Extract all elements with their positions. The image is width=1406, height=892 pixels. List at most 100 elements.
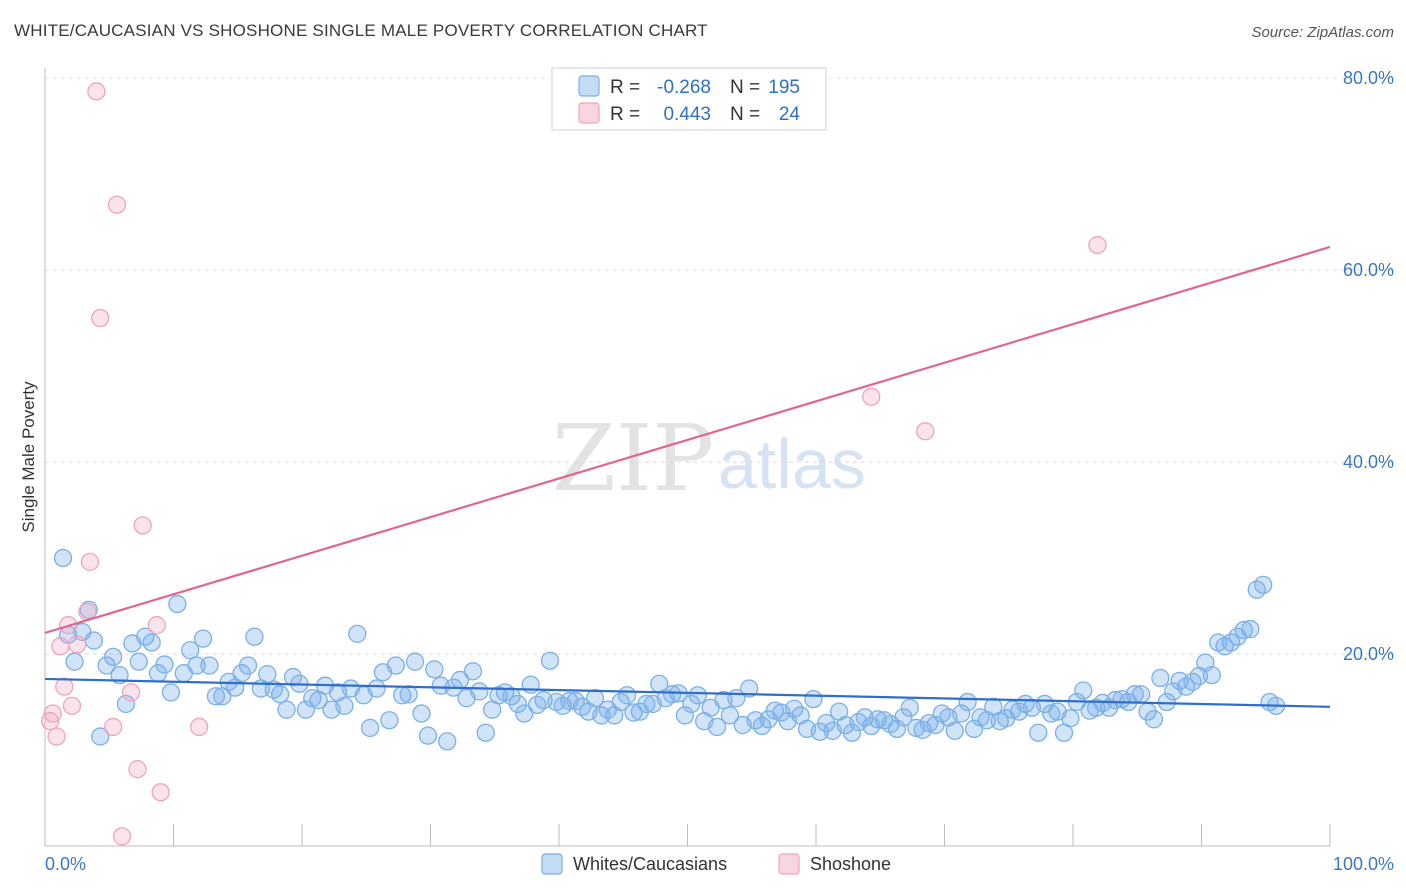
y-tick-label: 40.0% [1343, 452, 1394, 472]
shoshone-point [43, 704, 62, 723]
bottom-legend-label-shoshone: Shoshone [810, 854, 891, 874]
whites-point [380, 711, 399, 730]
whites-point [53, 548, 73, 568]
shoshone-trend-line [44, 245, 1331, 634]
whites-point [611, 692, 630, 712]
whites-point [187, 656, 206, 675]
x-tick-label-max: 100.0% [1333, 854, 1394, 874]
legend-r-value-shoshone: 0.443 [663, 104, 711, 125]
whites-point [155, 655, 174, 674]
whites-point [405, 652, 425, 671]
whites-point [720, 706, 740, 725]
whites-point [919, 713, 939, 733]
y-tick-label: 20.0% [1343, 644, 1394, 664]
shoshone-point [80, 552, 100, 571]
legend-n-value-whites: 195 [768, 77, 800, 98]
whites-point [245, 627, 264, 646]
whites-point [110, 665, 129, 685]
y-axis-label: Single Male Poverty [19, 381, 38, 533]
whites-point [1144, 710, 1164, 729]
whites-point [688, 686, 707, 705]
shoshone-point [1088, 235, 1107, 255]
whites-point [637, 694, 656, 714]
whites-point [193, 629, 213, 648]
whites-point [617, 686, 637, 705]
shoshone-point [147, 616, 166, 635]
whites-point [952, 704, 971, 723]
whites-point [1042, 704, 1061, 723]
whites-point [161, 683, 181, 702]
y-tick-label: 60.0% [1343, 260, 1394, 280]
whites-point [785, 699, 804, 718]
y-tick-labels: 20.0% 40.0% 60.0% 80.0% [1343, 68, 1394, 664]
whites-point [258, 665, 277, 684]
legend-n-value-shoshone: 24 [779, 104, 801, 125]
whites-point [958, 692, 977, 712]
legend-box [551, 67, 827, 131]
whites-point [894, 708, 913, 727]
whites-point [238, 656, 258, 675]
whites-point [1061, 709, 1080, 728]
y-tick-label: 80.0% [1343, 68, 1394, 88]
legend-n-label-shoshone: N = [730, 104, 760, 125]
whites-point [206, 687, 226, 706]
whites-point [765, 701, 785, 720]
shoshone-point [151, 783, 170, 802]
whites-point [116, 694, 136, 714]
whites-point [271, 685, 290, 704]
whites-point [624, 703, 643, 722]
whites-point [296, 700, 316, 719]
shoshone-point [107, 195, 127, 214]
whites-point [84, 631, 103, 650]
whites-point [900, 698, 919, 717]
whites-point [1241, 619, 1260, 639]
whites-point [360, 718, 380, 738]
whites-point [277, 700, 296, 719]
legend: R = -0.268 N = 195 R = 0.443 N = 24 [551, 67, 827, 131]
whites-point [283, 667, 303, 687]
watermark-atlas: atlas [718, 425, 866, 503]
legend-n-label-whites: N = [730, 77, 760, 98]
bottom-legend-swatch-whites [541, 853, 563, 875]
whites-point [438, 732, 457, 751]
whites-point [418, 726, 438, 745]
whites-point [367, 679, 386, 698]
legend-r-label-whites: R = [610, 77, 640, 98]
whites-point [1202, 665, 1221, 685]
whites-point [142, 633, 161, 652]
shoshone-point [67, 635, 87, 654]
whites-point [386, 656, 405, 675]
whites-point [1151, 668, 1170, 688]
bottom-legend-swatch-shoshone [778, 853, 800, 875]
whites-point [412, 704, 431, 723]
legend-swatch-whites [578, 75, 600, 97]
whites-point [181, 641, 200, 660]
shoshone-points [40, 82, 1107, 846]
shoshone-point [55, 677, 74, 696]
whites-point [675, 706, 695, 725]
gridlines [45, 77, 1394, 655]
whites-point [964, 719, 984, 739]
whites-point [425, 660, 444, 679]
whites-point [508, 694, 528, 714]
whites-points [53, 548, 1286, 751]
whites-point [303, 689, 322, 708]
shoshone-point [128, 760, 147, 779]
shoshone-point [112, 827, 132, 846]
whites-point [740, 679, 759, 698]
watermark-zip: ZIP [552, 405, 714, 512]
whites-point [348, 624, 367, 643]
whites-point [842, 723, 862, 742]
whites-point [476, 723, 495, 742]
whites-point [662, 685, 682, 704]
whites-point [168, 594, 187, 614]
whites-point [515, 704, 534, 723]
legend-r-label-shoshone: R = [610, 104, 640, 125]
whites-point [887, 719, 907, 739]
whites-point [91, 727, 110, 746]
whites-trend-line [44, 677, 1331, 708]
shoshone-point [133, 516, 152, 535]
whites-point [707, 717, 727, 737]
legend-swatch-shoshone [578, 102, 600, 124]
